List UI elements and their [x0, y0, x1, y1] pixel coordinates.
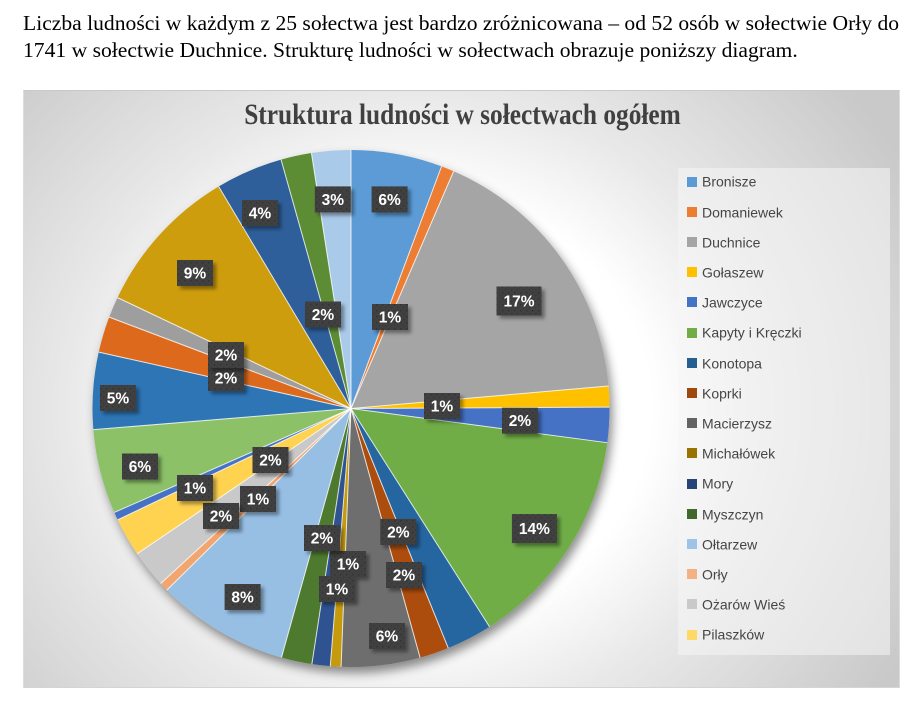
svg-text:2%: 2% — [509, 413, 532, 430]
svg-text:14%: 14% — [519, 521, 550, 538]
svg-text:1%: 1% — [337, 557, 360, 574]
svg-text:4%: 4% — [249, 206, 272, 223]
svg-text:2%: 2% — [215, 348, 238, 365]
svg-text:1%: 1% — [326, 582, 349, 599]
svg-text:9%: 9% — [184, 266, 207, 283]
svg-text:2%: 2% — [393, 568, 416, 585]
svg-text:3%: 3% — [322, 192, 345, 209]
svg-text:2%: 2% — [387, 524, 410, 541]
svg-text:1%: 1% — [431, 399, 454, 416]
svg-text:6%: 6% — [378, 192, 401, 209]
svg-text:6%: 6% — [376, 629, 399, 646]
svg-text:2%: 2% — [311, 531, 334, 548]
svg-text:1%: 1% — [184, 481, 207, 498]
svg-text:2%: 2% — [259, 453, 282, 470]
svg-text:1%: 1% — [247, 492, 270, 509]
svg-text:5%: 5% — [107, 391, 130, 408]
svg-text:6%: 6% — [129, 459, 152, 476]
svg-text:17%: 17% — [503, 294, 534, 311]
svg-text:8%: 8% — [231, 590, 254, 607]
svg-text:2%: 2% — [210, 509, 233, 526]
svg-text:2%: 2% — [312, 307, 335, 324]
svg-text:1%: 1% — [379, 310, 402, 327]
svg-text:2%: 2% — [215, 371, 238, 388]
